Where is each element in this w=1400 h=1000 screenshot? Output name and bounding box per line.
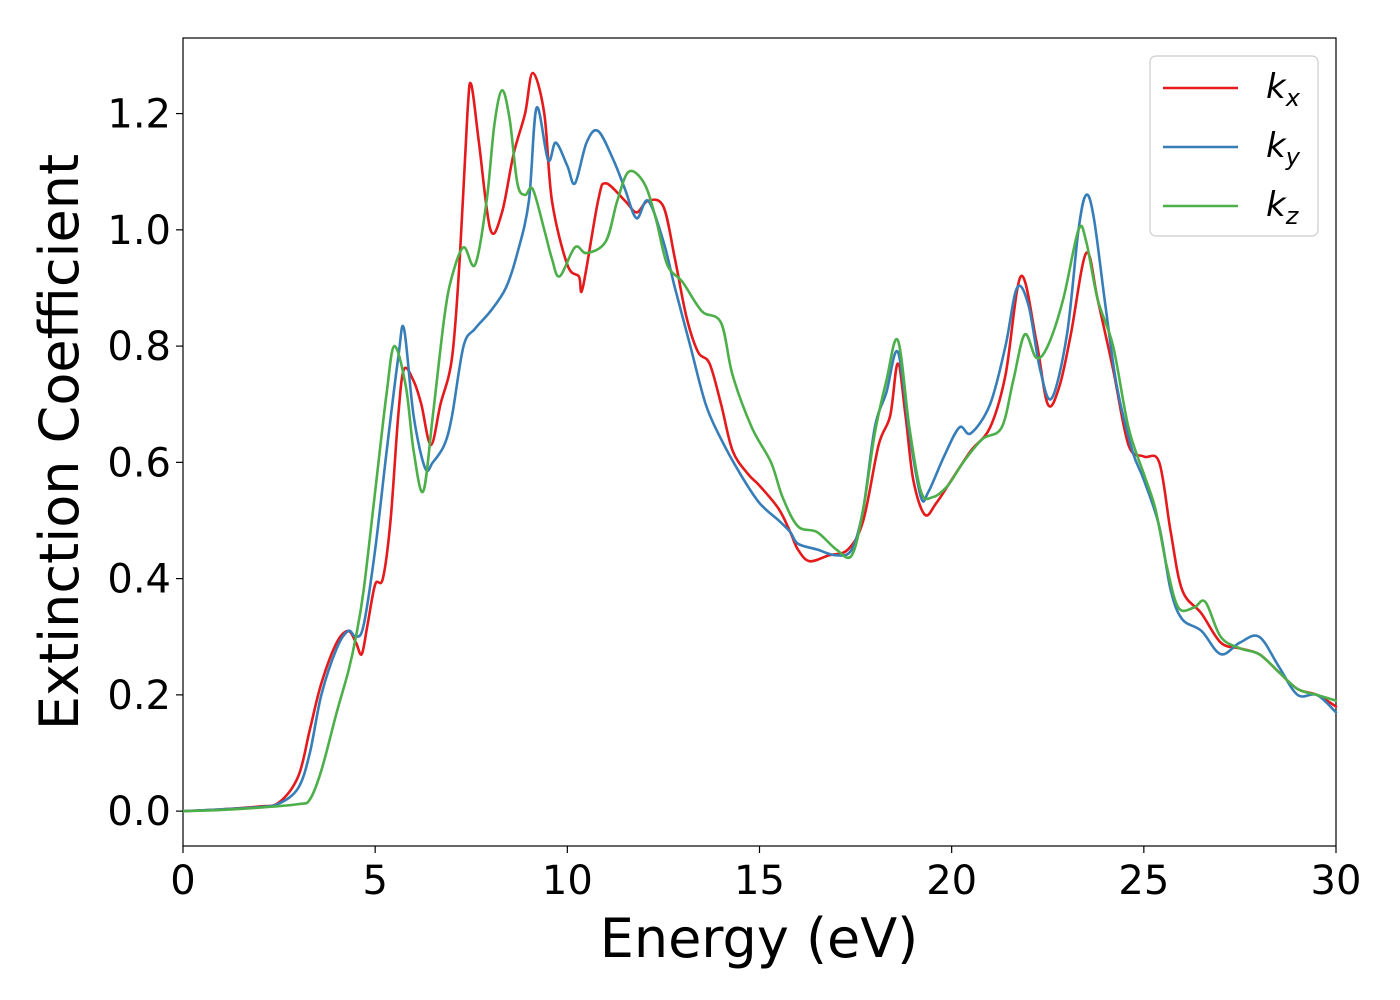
y-tick-label: 0.6 bbox=[107, 440, 171, 486]
y-tick-label: 0.0 bbox=[107, 789, 171, 835]
legend-label-subscript: z bbox=[1285, 202, 1300, 230]
series-line-z bbox=[181, 89, 1338, 813]
x-axis-ticks: 0 5 10 15 20 25 30 bbox=[170, 846, 1361, 904]
series-line-y bbox=[181, 106, 1338, 813]
x-tick-label: 15 bbox=[734, 858, 785, 904]
x-tick-label: 25 bbox=[1118, 858, 1169, 904]
legend-label-y: ky bbox=[1266, 126, 1301, 171]
x-tick-label: 5 bbox=[362, 858, 387, 904]
y-tick-label: 0.2 bbox=[107, 673, 171, 719]
x-tick-label: 10 bbox=[542, 858, 593, 904]
legend-label-x: kx bbox=[1266, 67, 1301, 112]
y-axis-ticks: 0.0 0.2 0.4 0.6 0.8 1.0 1.2 bbox=[107, 92, 183, 835]
legend-label-subscript: y bbox=[1285, 143, 1301, 171]
legend-label-base: k bbox=[1266, 185, 1287, 225]
x-tick-label: 0 bbox=[170, 858, 195, 904]
legend-label-base: k bbox=[1266, 67, 1287, 107]
legend-label-base: k bbox=[1266, 126, 1287, 166]
y-tick-label: 1.2 bbox=[107, 92, 171, 138]
x-tick-label: 20 bbox=[926, 858, 977, 904]
series-line-x bbox=[181, 71, 1338, 813]
y-axis-title: Extinction Coefficient bbox=[28, 154, 91, 730]
legend-label-subscript: x bbox=[1285, 84, 1301, 112]
y-tick-label: 0.4 bbox=[107, 557, 171, 603]
x-tick-label: 30 bbox=[1311, 858, 1362, 904]
y-tick-label: 1.0 bbox=[107, 208, 171, 254]
legend-label-z: kz bbox=[1266, 185, 1300, 230]
y-tick-label: 0.8 bbox=[107, 324, 171, 370]
x-axis-title: Energy (eV) bbox=[600, 907, 919, 970]
series-layer bbox=[181, 71, 1338, 813]
